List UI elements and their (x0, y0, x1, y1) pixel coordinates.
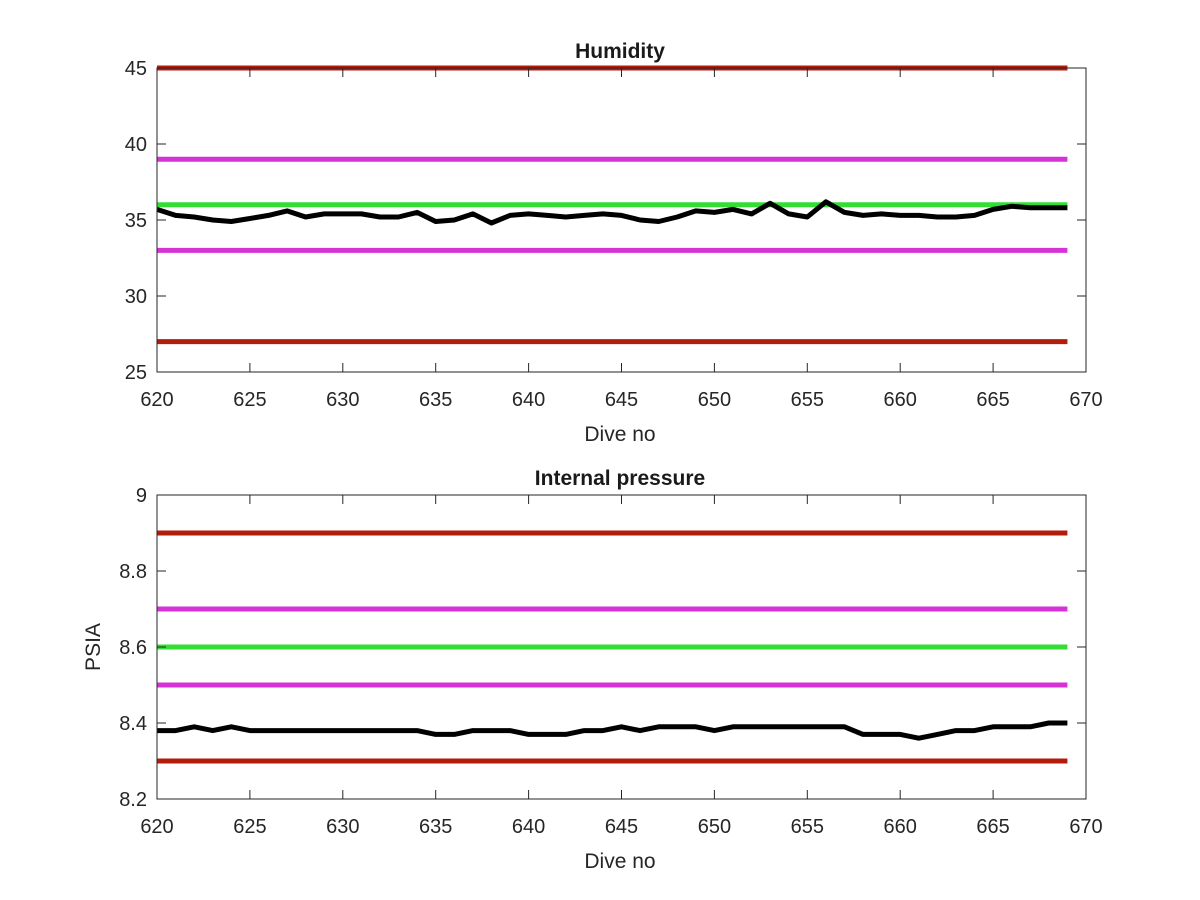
x-axis-label: Dive no (584, 423, 655, 446)
x-tick-label: 640 (512, 389, 545, 411)
chart-title: Humidity (575, 40, 665, 63)
plot-frame (156, 67, 1087, 373)
x-tick-label: 630 (326, 389, 359, 411)
y-tick-label: 8.6 (119, 637, 147, 659)
x-tick-label: 635 (419, 389, 452, 411)
y-tick-label: 45 (125, 58, 147, 80)
y-axis-label: PSIA (82, 623, 105, 671)
x-tick-label: 620 (140, 389, 173, 411)
y-tick-label: 8.2 (119, 789, 147, 811)
y-tick-label: 8.8 (119, 561, 147, 583)
x-tick-label: 640 (512, 816, 545, 838)
x-tick-label: 635 (419, 816, 452, 838)
x-tick-label: 655 (791, 816, 824, 838)
x-tick-label: 650 (698, 389, 731, 411)
y-tick-label: 35 (125, 210, 147, 232)
x-tick-label: 670 (1069, 389, 1102, 411)
x-tick-label: 645 (605, 816, 638, 838)
y-tick-label: 30 (125, 286, 147, 308)
y-tick-label: 8.4 (119, 713, 147, 735)
x-tick-label: 620 (140, 816, 173, 838)
internal-pressure-chart: Internal pressure 620 625 630 635 640 645 650 6… (82, 467, 1103, 873)
x-axis-label: Dive no (584, 850, 655, 873)
y-tick-label: 25 (125, 362, 147, 384)
x-tick-label: 655 (791, 389, 824, 411)
x-tick-label: 650 (698, 816, 731, 838)
x-tick-label: 665 (976, 816, 1009, 838)
chart-title: Internal pressure (535, 467, 705, 490)
x-tick-label: 665 (976, 389, 1009, 411)
series-line-0 (157, 720, 1068, 741)
series-line-0 (156, 199, 1068, 226)
x-tick-label: 625 (233, 816, 266, 838)
y-tick-label: 9 (136, 485, 147, 507)
humidity-chart: Humidity 620 625 630 635 640 645 650 655 660 665 6… (125, 40, 1103, 446)
x-tick-label: 660 (884, 816, 917, 838)
x-tick-label: 645 (605, 389, 638, 411)
y-tick-label: 40 (125, 134, 147, 156)
x-tick-label: 630 (326, 816, 359, 838)
x-tick-label: 660 (884, 389, 917, 411)
x-tick-label: 670 (1069, 816, 1102, 838)
x-tick-label: 625 (233, 389, 266, 411)
